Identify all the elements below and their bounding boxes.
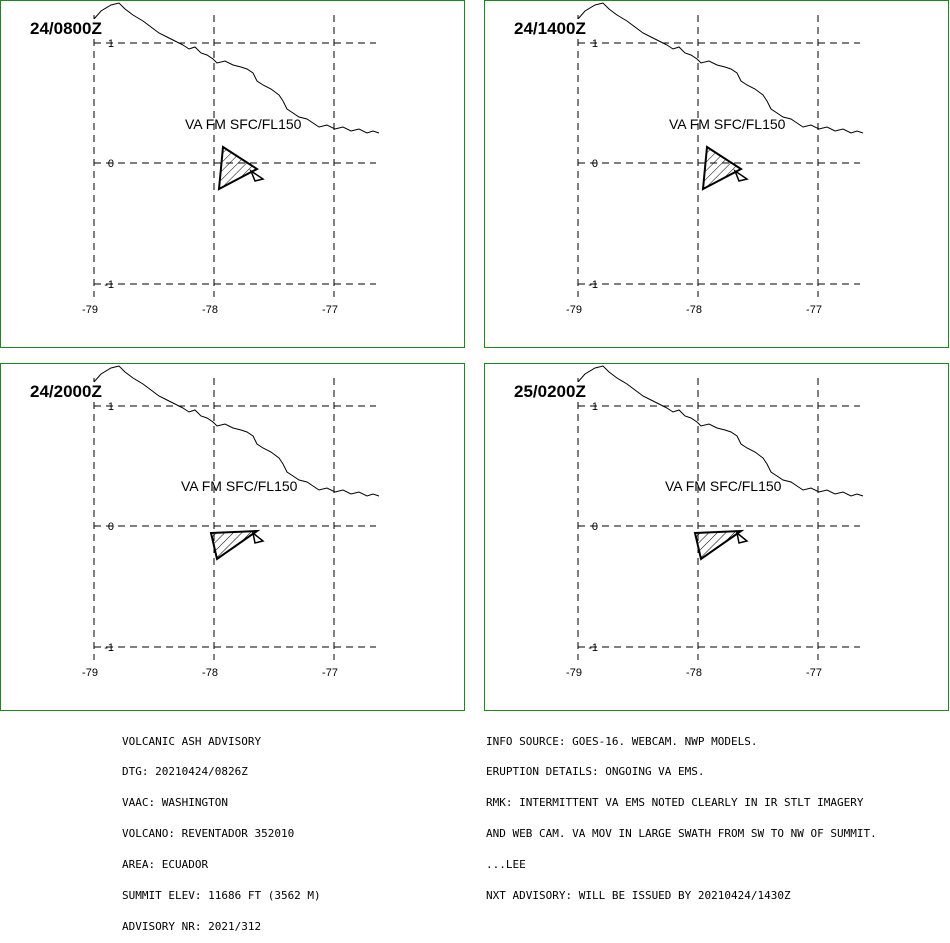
longitude-label: -78	[202, 304, 218, 316]
panel-time-3: 24/2000Z	[29, 382, 103, 402]
volcano-marker-icon	[251, 531, 265, 544]
advisory-header-block: VOLCANIC ASH ADVISORY DTG: 20210424/0826…	[122, 716, 321, 943]
advisory-line: ERUPTION DETAILS: ONGOING VA EMS.	[486, 765, 705, 779]
ash-layer-label: VA FM SFC/FL150	[669, 116, 786, 132]
forecast-panel-4: 1 0 -1 -79 -78 -77 VA FM SFC/FL150 25/0200Z	[484, 363, 949, 711]
latitude-label: 1	[592, 38, 598, 50]
advisory-line: SUMMIT ELEV: 11686 FT (3562 M)	[122, 889, 321, 903]
longitude-label: -78	[202, 667, 218, 679]
panel-time-4: 25/0200Z	[513, 382, 587, 402]
forecast-panel-2: 1 0 -1 -79 -78 -77 VA FM SFC/FL150 24/1400Z	[484, 0, 949, 348]
map-canvas-2: 1 0 -1 -79 -78 -77 VA FM SFC/FL150	[566, 2, 864, 316]
latitude-label: -1	[588, 642, 598, 654]
advisory-line: AREA: ECUADOR	[122, 858, 209, 872]
map-canvas-4: 1 0 -1 -79 -78 -77 VA FM SFC/FL150	[566, 365, 864, 679]
latitude-label: 0	[108, 521, 114, 533]
latitude-label: 1	[108, 401, 114, 413]
advisory-line: AND WEB CAM. VA MOV IN LARGE SWATH FROM …	[486, 827, 877, 841]
advisory-line: VOLCANO: REVENTADOR 352010	[122, 827, 295, 841]
panel-time-1: 24/0800Z	[29, 19, 103, 39]
longitude-label: -77	[806, 667, 822, 679]
coastline	[577, 2, 864, 134]
ash-layer-label: VA FM SFC/FL150	[181, 478, 298, 494]
coastline	[93, 2, 380, 134]
coastline	[93, 365, 380, 497]
advisory-line: RMK: INTERMITTENT VA EMS NOTED CLEARLY I…	[486, 796, 864, 810]
ash-cloud-polygon	[209, 529, 265, 561]
latitude-label: 1	[592, 401, 598, 413]
longitude-label: -79	[566, 667, 582, 679]
longitude-label: -77	[322, 667, 338, 679]
latitude-label: 0	[108, 158, 114, 170]
advisory-line: DTG: 20210424/0826Z	[122, 765, 248, 779]
latitude-label: -1	[104, 279, 114, 291]
ash-cloud-polygon	[217, 145, 265, 191]
advisory-line: INFO SOURCE: GOES-16. WEBCAM. NWP MODELS…	[486, 734, 758, 748]
advisory-line: ...LEE	[486, 858, 526, 872]
ash-layer-label: VA FM SFC/FL150	[185, 116, 302, 132]
map-canvas-1: 1 0 -1 -79 -78 -77 VA FM SFC/FL150	[82, 2, 380, 316]
latitude-label: -1	[104, 642, 114, 654]
volcano-marker-icon	[249, 169, 265, 182]
latitude-label: 1	[108, 38, 114, 50]
longitude-label: -78	[686, 667, 702, 679]
forecast-panel-1: 1 0 -1 -79 -78 -77 VA FM SFC/FL150 24/0800Z	[0, 0, 465, 348]
latitude-label: 0	[592, 521, 598, 533]
latitude-label: 0	[592, 158, 598, 170]
longitude-label: -79	[82, 667, 98, 679]
ash-cloud-polygon	[693, 529, 749, 561]
ash-cloud-polygon	[701, 145, 749, 191]
volcano-marker-icon	[733, 169, 749, 182]
longitude-label: -77	[806, 304, 822, 316]
longitude-label: -77	[322, 304, 338, 316]
longitude-label: -78	[686, 304, 702, 316]
longitude-label: -79	[566, 304, 582, 316]
map-canvas-3: 1 0 -1 -79 -78 -77 VA FM SFC/FL150	[82, 365, 380, 679]
latitude-label: -1	[588, 279, 598, 291]
advisory-line: VOLCANIC ASH ADVISORY	[122, 734, 262, 748]
longitude-label: -79	[82, 304, 98, 316]
advisory-line: NXT ADVISORY: WILL BE ISSUED BY 20210424…	[486, 889, 791, 903]
coastline	[577, 365, 864, 497]
panel-time-2: 24/1400Z	[513, 19, 587, 39]
advisory-line: VAAC: WASHINGTON	[122, 796, 228, 810]
ash-layer-label: VA FM SFC/FL150	[665, 478, 782, 494]
volcano-marker-icon	[735, 531, 749, 544]
advisory-details-block: INFO SOURCE: GOES-16. WEBCAM. NWP MODELS…	[486, 716, 877, 912]
forecast-panel-3: 1 0 -1 -79 -78 -77 VA FM SFC/FL150 24/2000Z	[0, 363, 465, 711]
advisory-line: ADVISORY NR: 2021/312	[122, 919, 262, 933]
